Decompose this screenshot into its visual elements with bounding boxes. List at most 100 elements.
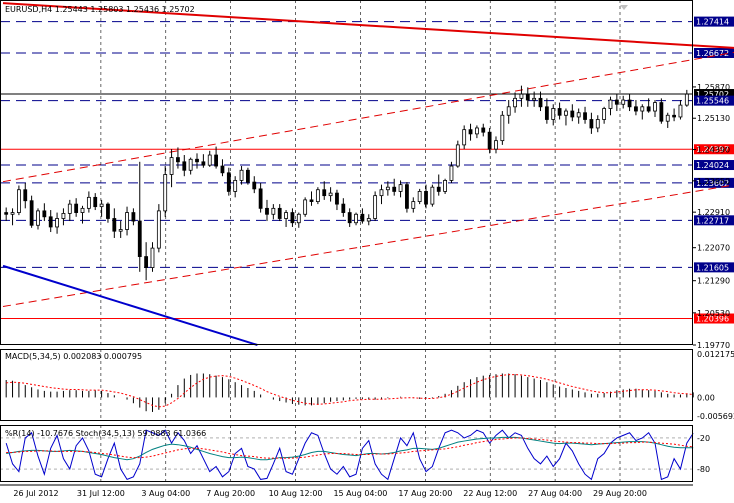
candle-body [99,203,104,208]
price-level-label: 1.25546 [696,97,729,106]
candle-body [315,189,320,202]
candle-body [354,213,358,224]
candle-body [411,201,416,209]
candle-body [29,200,34,226]
candle-body [602,108,607,120]
x-tick-label: 27 Aug 04:00 [528,489,582,498]
candle-body [214,154,218,167]
candle-body [513,97,517,108]
trendline [2,2,734,49]
y-tick-label: 1.25870 [697,83,730,92]
axis-labels: 26 Jul 2012 31 Jul 12:00 3 Aug 04:00 7 Aug … [13,83,734,498]
candle-body [93,196,98,208]
y-tick-label: 1.22070 [697,244,730,253]
candle-body [309,199,314,202]
trendline [2,51,734,183]
candle-body [86,196,91,209]
candle-body [443,180,447,192]
candle-body [672,114,676,118]
macd-y-tick-label: 0.00 [697,393,715,402]
candle-body [290,212,295,224]
x-tick-label: 10 Aug 12:00 [269,489,323,498]
candle-body [366,218,371,222]
macd-y-tick-label: -0.005692 [697,412,734,421]
y-tick-label: 1.20530 [697,309,730,318]
candle-body [392,186,397,192]
candle-body [328,192,333,197]
price-level-tag [694,313,734,324]
candle-body [252,181,257,190]
price-level-tag [694,89,734,100]
candle-body [150,247,155,268]
candle-body [519,93,524,99]
candle-body [246,169,250,183]
candle-body [405,184,409,209]
candle-body [627,99,632,108]
y-tick-label: 1.23650 [697,177,730,186]
candle-body [195,158,199,163]
candle-body [608,99,613,109]
candle-body [506,106,511,116]
candle-body [296,213,301,224]
price-level-label: 1.25702 [696,90,729,99]
price-level-tag [694,144,734,155]
price-level-label: 1.23602 [696,179,729,188]
x-tick-label: 29 Aug 20:00 [593,489,647,498]
candle-body [621,99,626,105]
trendline [2,184,734,307]
price-level-label: 1.21605 [696,263,729,272]
candle-body [653,102,657,112]
candle-body [570,110,575,118]
candle-body [538,97,543,108]
candle-body [284,212,288,219]
candle-body [67,203,72,214]
candle-body [557,108,562,116]
chart-shift-marker-icon[interactable] [620,5,628,10]
candle-body [36,210,40,226]
price-level-tag [694,215,734,226]
candle-body [61,213,66,219]
x-tick-label: 26 Jul 2012 [13,489,58,498]
candle-body [614,99,619,105]
x-tick-label: 22 Aug 12:00 [463,489,517,498]
y-tick-label: 1.21290 [697,277,730,286]
candle-body [220,165,225,174]
candle-body [271,207,276,215]
x-tick-label: 17 Aug 20:00 [398,489,452,498]
candle-body [659,102,664,122]
candle-body [634,106,638,112]
candle-body [322,189,327,197]
candle-body [436,186,441,192]
candle-body [347,212,352,224]
candle-body [10,212,15,215]
candle-body [379,189,384,197]
panel-frames [0,0,693,486]
price-level-label: 1.26672 [696,49,729,58]
price-level-label: 1.20396 [696,315,729,324]
candle-body [55,218,59,228]
x-tick-label: 3 Aug 04:00 [141,489,190,498]
candle-body [583,112,587,120]
candle-body [424,191,428,205]
price-level-label: 1.27414 [696,18,729,27]
price-level-tag [694,16,734,27]
candle-body [112,218,117,232]
candle-body [239,169,244,181]
macd-y-tick-label: 0.012175 [697,350,734,359]
price-panel-title: EURUSD,H4 1.25443 1.25803 1.25436 1.2570… [5,5,195,14]
candle-body [226,172,231,192]
candle-body [589,119,594,129]
candle-body [163,174,168,212]
candle-body [646,106,651,112]
candle-body [207,154,212,166]
candle-body [468,129,473,135]
candle-body [335,192,339,205]
x-tick-label: 7 Aug 20:00 [206,489,255,498]
candle-body [188,158,193,171]
candle-body [430,186,435,205]
candle-body [4,212,9,215]
oscillator-panel-title: %R(14) -10.7676 Stoch(34,5,13) 59.0883 6… [5,429,206,438]
